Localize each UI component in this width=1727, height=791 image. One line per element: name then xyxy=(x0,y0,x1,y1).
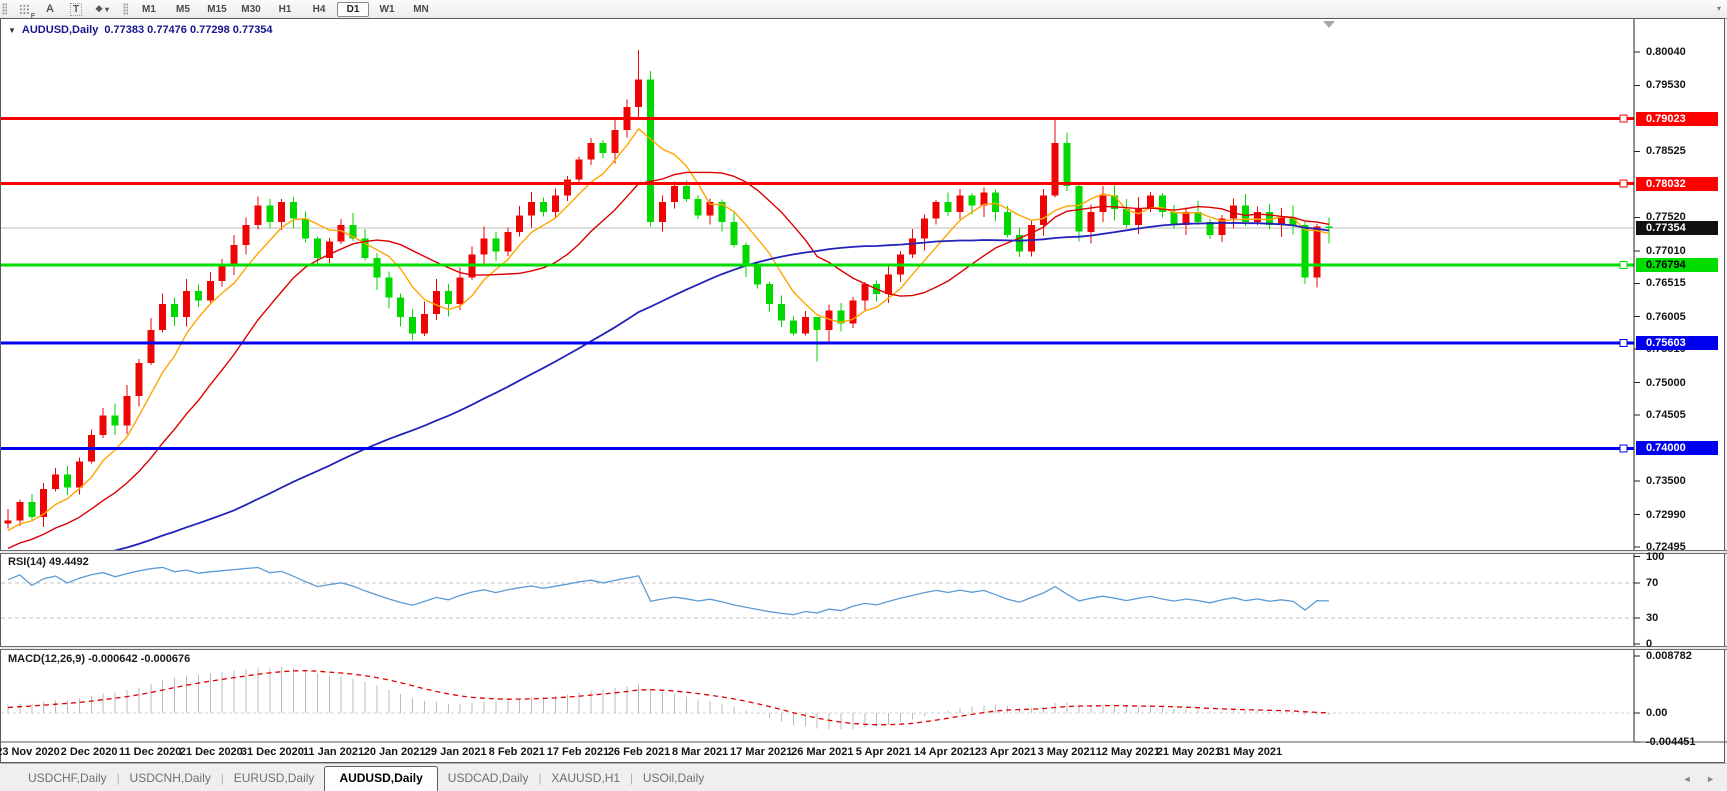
tab-separator: | xyxy=(116,773,120,785)
tab-separator: | xyxy=(220,773,224,785)
tabs-holder: USDCHF,Daily | USDCNH,Daily | EURUSD,Daily AU… xyxy=(18,765,714,791)
pane-separator-rsi[interactable] xyxy=(0,550,1727,554)
timeframe-button-MN[interactable]: MN xyxy=(413,3,429,15)
chart-tab-bar: USDCHF,Daily | USDCNH,Daily | EURUSD,Daily AU… xyxy=(0,763,1727,791)
arrows-icon[interactable]: ❖ ▾ xyxy=(92,2,112,17)
timeframe-button-M30[interactable]: M30 xyxy=(241,3,261,15)
tab-xauusd-h1[interactable]: XAUUSD,H1 xyxy=(551,771,621,785)
tab-scroll-arrows[interactable]: ◄ ► xyxy=(1682,774,1721,784)
text-label-icon[interactable]: T xyxy=(66,2,86,17)
timeframe-button-M1[interactable]: M1 xyxy=(142,3,156,15)
toolbar-grip-2[interactable] xyxy=(123,3,128,15)
timeframe-button-H1[interactable]: H1 xyxy=(278,3,292,15)
top-toolbar: F A T ❖ ▾ M1 M5 M15 M30 H1 H4 D1 W1 MN ▾ xyxy=(0,0,1727,20)
timeframe-button-W1[interactable]: W1 xyxy=(379,3,395,15)
fibonacci-f-glyph: F xyxy=(30,12,35,20)
tab-audusd-daily[interactable]: AUDUSD,Daily xyxy=(324,766,438,791)
toolbar-overflow-icon[interactable]: ▾ xyxy=(1716,4,1721,13)
tab-separator: | xyxy=(538,773,542,785)
tab-usoil-daily[interactable]: USOil,Daily xyxy=(642,771,705,785)
timeframe-button-M5[interactable]: M5 xyxy=(176,3,190,15)
timeframe-button-M15[interactable]: M15 xyxy=(207,3,227,15)
timeframe-button-D1[interactable]: D1 xyxy=(337,1,369,17)
chart-window[interactable] xyxy=(0,18,1725,763)
tab-usdcnh-daily[interactable]: USDCNH,Daily xyxy=(129,771,211,785)
chevron-down-icon: ▾ xyxy=(105,4,110,14)
pane-separator-macd[interactable] xyxy=(0,646,1727,650)
tab-separator: | xyxy=(630,773,633,785)
fibonacci-grid-glyph xyxy=(18,4,30,14)
tab-usdcad-daily[interactable]: USDCAD,Daily xyxy=(447,771,529,785)
text-label-glyph: T xyxy=(69,2,83,16)
timeframe-button-group: M1 M5 M15 M30 H1 H4 D1 W1 MN xyxy=(132,1,438,17)
arrows-glyph: ❖ xyxy=(94,3,104,14)
toolbar-grip[interactable] xyxy=(2,3,7,15)
timeframe-button-H4[interactable]: H4 xyxy=(312,3,326,15)
fibonacci-icon[interactable]: F xyxy=(14,2,35,20)
tab-usdchf-daily[interactable]: USDCHF,Daily xyxy=(28,771,107,785)
text-icon[interactable]: A xyxy=(46,3,54,15)
tab-eurusd-daily[interactable]: EURUSD,Daily xyxy=(233,771,315,785)
